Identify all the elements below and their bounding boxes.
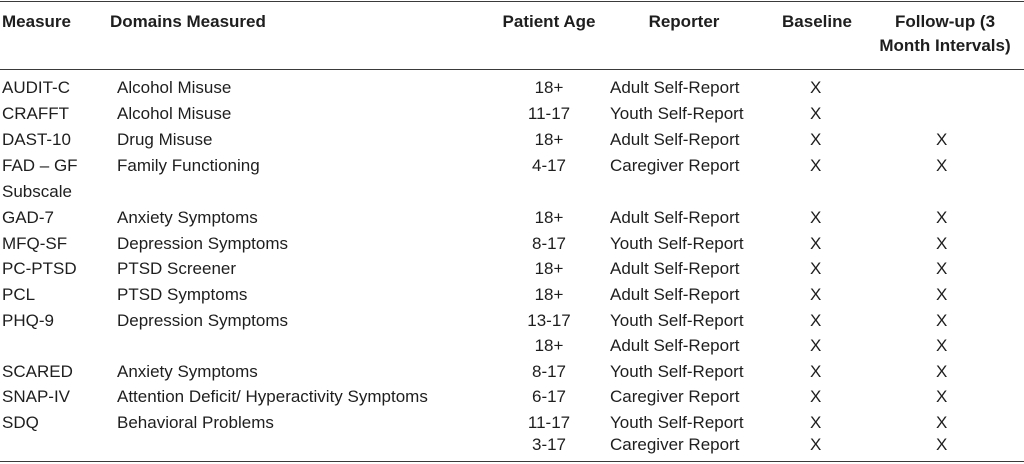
header-domains-measured: Domains Measured — [110, 12, 266, 31]
cell-baseline: X — [810, 104, 822, 123]
cell-baseline: X — [810, 234, 822, 253]
cell-baseline: X — [810, 285, 822, 304]
cell-followup: X — [936, 387, 948, 406]
cell-baseline: X — [810, 435, 822, 454]
cell-patient-age: 3-17 — [531, 435, 567, 454]
cell-domain: Alcohol Misuse — [117, 78, 232, 97]
cell-baseline: X — [810, 413, 822, 432]
cell-reporter: Youth Self-Report — [610, 362, 744, 381]
header-measure: Measure — [2, 12, 71, 31]
header-baseline: Baseline — [782, 12, 852, 31]
cell-reporter: Caregiver Report — [610, 156, 740, 175]
header-reporter: Reporter — [648, 12, 720, 31]
cell-reporter: Adult Self-Report — [610, 259, 740, 278]
table-top-rule — [0, 1, 1024, 2]
cell-patient-age: 18+ — [534, 130, 564, 149]
cell-patient-age: 6-17 — [531, 387, 567, 406]
cell-reporter: Youth Self-Report — [610, 413, 744, 432]
cell-patient-age: 13-17 — [527, 311, 571, 330]
cell-measure: PHQ-9 — [2, 311, 54, 330]
table-bottom-rule — [0, 461, 1024, 462]
cell-reporter: Adult Self-Report — [610, 336, 740, 355]
cell-measure: MFQ-SF — [2, 234, 68, 253]
cell-patient-age: 8-17 — [531, 234, 567, 253]
cell-domain: Depression Symptoms — [117, 311, 289, 330]
cell-baseline: X — [810, 311, 822, 330]
cell-domain: PTSD Screener — [117, 259, 237, 278]
cell-followup: X — [936, 285, 948, 304]
cell-reporter: Youth Self-Report — [610, 104, 744, 123]
cell-patient-age: 18+ — [534, 78, 564, 97]
cell-followup: X — [936, 413, 948, 432]
cell-followup: X — [936, 311, 948, 330]
cell-domain: Attention Deficit/ Hyperactivity Symptom… — [117, 387, 428, 406]
cell-baseline: X — [810, 362, 822, 381]
cell-domain: Depression Symptoms — [117, 234, 289, 253]
cell-measure: FAD – GF — [2, 156, 78, 175]
cell-reporter: Adult Self-Report — [610, 285, 740, 304]
cell-baseline: X — [810, 208, 822, 227]
cell-measure: PCL — [2, 285, 36, 304]
cell-reporter: Caregiver Report — [610, 435, 740, 454]
cell-domain: Alcohol Misuse — [117, 104, 232, 123]
cell-reporter: Adult Self-Report — [610, 130, 740, 149]
cell-reporter: Adult Self-Report — [610, 78, 740, 97]
cell-measure: SDQ — [2, 413, 39, 432]
cell-followup: X — [936, 435, 948, 454]
cell-measure: CRAFFT — [2, 104, 70, 123]
cell-measure: GAD-7 — [2, 208, 54, 227]
cell-domain: PTSD Symptoms — [117, 285, 248, 304]
cell-reporter: Youth Self-Report — [610, 311, 744, 330]
cell-followup: X — [936, 336, 948, 355]
cell-baseline: X — [810, 336, 822, 355]
cell-followup: X — [936, 208, 948, 227]
header-followup-line2: Month Intervals) — [879, 36, 1011, 55]
cell-domain: Anxiety Symptoms — [117, 362, 258, 381]
cell-followup: X — [936, 259, 948, 278]
cell-reporter: Youth Self-Report — [610, 234, 744, 253]
cell-domain: Drug Misuse — [117, 130, 213, 149]
cell-reporter: Caregiver Report — [610, 387, 740, 406]
cell-followup: X — [936, 130, 948, 149]
cell-measure: AUDIT-C — [2, 78, 70, 97]
cell-followup: X — [936, 234, 948, 253]
cell-patient-age: 18+ — [534, 208, 564, 227]
cell-reporter: Adult Self-Report — [610, 208, 740, 227]
cell-patient-age: 18+ — [534, 259, 564, 278]
cell-followup: X — [936, 156, 948, 175]
cell-measure: DAST-10 — [2, 130, 71, 149]
cell-baseline: X — [810, 156, 822, 175]
cell-patient-age: 18+ — [534, 285, 564, 304]
cell-baseline: X — [810, 259, 822, 278]
cell-measure: PC-PTSD — [2, 259, 77, 278]
cell-patient-age: 4-17 — [531, 156, 567, 175]
cell-patient-age: 11-17 — [527, 413, 571, 432]
header-followup-line1: Follow-up (3 — [894, 12, 996, 31]
cell-baseline: X — [810, 78, 822, 97]
cell-domain: Anxiety Symptoms — [117, 208, 258, 227]
cell-domain: Family Functioning — [117, 156, 260, 175]
cell-patient-age: 11-17 — [527, 104, 571, 123]
cell-followup: X — [936, 362, 948, 381]
cell-patient-age: 18+ — [534, 336, 564, 355]
table-header-rule — [0, 69, 1024, 70]
cell-measure-line2: Subscale — [2, 182, 72, 201]
header-patient-age: Patient Age — [502, 12, 596, 31]
cell-domain: Behavioral Problems — [117, 413, 274, 432]
cell-measure: SCARED — [2, 362, 73, 381]
cell-baseline: X — [810, 387, 822, 406]
cell-patient-age: 8-17 — [531, 362, 567, 381]
cell-baseline: X — [810, 130, 822, 149]
cell-measure: SNAP-IV — [2, 387, 71, 406]
